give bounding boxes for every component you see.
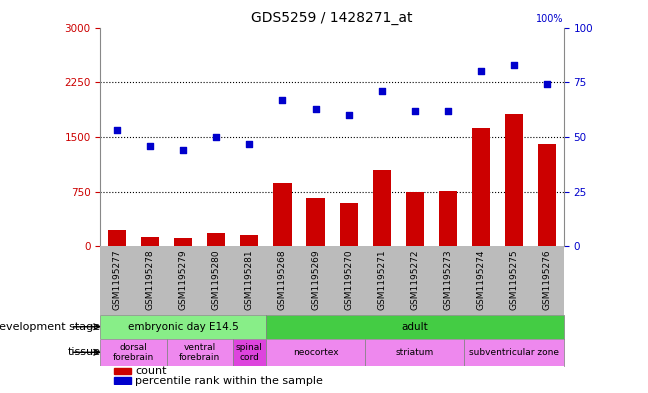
Bar xyxy=(108,230,126,246)
Text: GSM1195269: GSM1195269 xyxy=(311,250,320,310)
Bar xyxy=(233,339,266,365)
Bar xyxy=(538,144,557,246)
Text: neocortex: neocortex xyxy=(293,348,338,357)
Point xyxy=(178,147,189,153)
Text: dorsal
forebrain: dorsal forebrain xyxy=(113,343,154,362)
Bar xyxy=(266,339,365,365)
Bar xyxy=(114,367,130,375)
Text: GSM1195272: GSM1195272 xyxy=(410,250,419,310)
Point xyxy=(476,68,486,74)
Point xyxy=(509,62,519,68)
Bar xyxy=(439,191,457,246)
Bar xyxy=(465,339,564,365)
Text: GSM1195277: GSM1195277 xyxy=(113,250,121,310)
Bar xyxy=(373,170,391,246)
Bar xyxy=(505,114,523,246)
Point xyxy=(310,105,321,112)
Text: count: count xyxy=(135,366,167,376)
Text: 100%: 100% xyxy=(537,14,564,24)
Point xyxy=(145,143,156,149)
Text: ventral
forebrain: ventral forebrain xyxy=(179,343,220,362)
Bar xyxy=(472,128,490,246)
Text: GSM1195273: GSM1195273 xyxy=(443,250,452,310)
Text: GSM1195271: GSM1195271 xyxy=(377,250,386,310)
Text: tissue: tissue xyxy=(67,347,100,357)
Point xyxy=(211,134,222,140)
Text: subventricular zone: subventricular zone xyxy=(469,348,559,357)
Bar xyxy=(100,339,167,365)
Text: GSM1195275: GSM1195275 xyxy=(509,250,518,310)
Text: adult: adult xyxy=(402,322,428,332)
Text: embryonic day E14.5: embryonic day E14.5 xyxy=(128,322,238,332)
Point xyxy=(410,108,420,114)
Bar xyxy=(100,314,266,339)
Text: GSM1195279: GSM1195279 xyxy=(179,250,188,310)
Text: GSM1195278: GSM1195278 xyxy=(146,250,155,310)
Bar xyxy=(365,339,465,365)
Point xyxy=(542,81,552,88)
Text: GSM1195280: GSM1195280 xyxy=(212,250,221,310)
Bar xyxy=(307,198,325,246)
Bar xyxy=(207,233,226,246)
Point xyxy=(277,97,288,103)
Text: GSM1195281: GSM1195281 xyxy=(245,250,254,310)
Text: GSM1195276: GSM1195276 xyxy=(543,250,551,310)
Bar xyxy=(240,235,259,246)
Bar xyxy=(266,314,564,339)
Title: GDS5259 / 1428271_at: GDS5259 / 1428271_at xyxy=(251,11,413,25)
Bar xyxy=(340,204,358,246)
Text: percentile rank within the sample: percentile rank within the sample xyxy=(135,376,323,386)
Text: striatum: striatum xyxy=(396,348,434,357)
Bar xyxy=(167,339,233,365)
Bar xyxy=(273,183,292,246)
Text: development stage: development stage xyxy=(0,322,100,332)
Point xyxy=(376,88,387,94)
Point xyxy=(112,127,122,134)
Bar xyxy=(114,377,130,384)
Point xyxy=(343,112,354,118)
Bar xyxy=(406,193,424,246)
Text: GSM1195270: GSM1195270 xyxy=(344,250,353,310)
Point xyxy=(443,108,453,114)
Point xyxy=(244,140,255,147)
Text: GSM1195268: GSM1195268 xyxy=(278,250,287,310)
Bar xyxy=(174,239,192,246)
Text: spinal
cord: spinal cord xyxy=(236,343,263,362)
Bar xyxy=(141,237,159,246)
Text: GSM1195274: GSM1195274 xyxy=(476,250,485,310)
